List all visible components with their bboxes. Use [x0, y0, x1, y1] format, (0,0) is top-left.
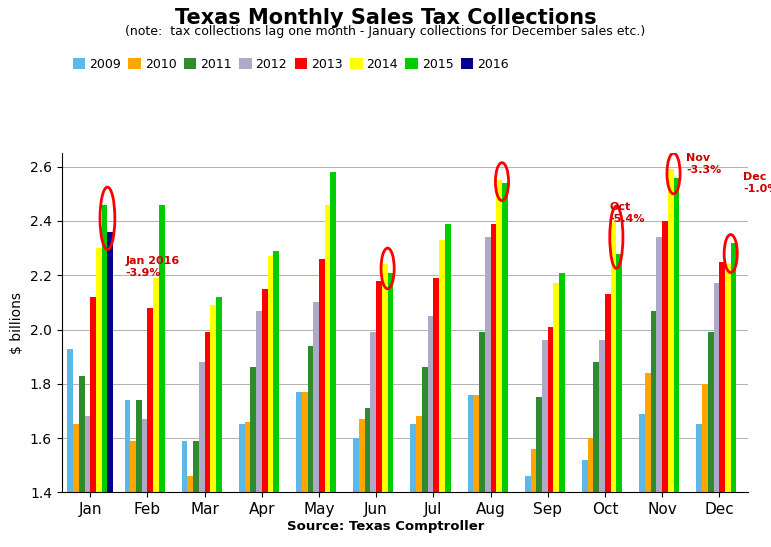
- Bar: [296, 392, 302, 547]
- Bar: [490, 224, 497, 547]
- Bar: [708, 332, 714, 547]
- Bar: [102, 205, 107, 547]
- Bar: [308, 346, 313, 547]
- Bar: [319, 259, 325, 547]
- Bar: [611, 221, 616, 547]
- Bar: [153, 278, 159, 547]
- Bar: [353, 438, 359, 547]
- Bar: [485, 237, 490, 547]
- Bar: [256, 311, 262, 547]
- Bar: [439, 240, 445, 547]
- Bar: [582, 459, 588, 547]
- Bar: [73, 424, 79, 547]
- Bar: [376, 281, 382, 547]
- Bar: [433, 278, 439, 547]
- Y-axis label: $ billions: $ billions: [10, 292, 24, 354]
- Bar: [639, 414, 645, 547]
- Bar: [537, 397, 542, 547]
- Bar: [542, 340, 547, 547]
- Bar: [388, 272, 393, 547]
- Bar: [130, 441, 136, 547]
- Bar: [359, 419, 365, 547]
- Bar: [554, 283, 559, 547]
- Bar: [325, 205, 331, 547]
- Bar: [559, 272, 565, 547]
- Bar: [713, 283, 719, 547]
- Bar: [696, 424, 702, 547]
- Text: (note:  tax collections lag one month - January collections for December sales e: (note: tax collections lag one month - J…: [126, 25, 645, 38]
- Bar: [468, 394, 473, 547]
- Bar: [194, 441, 199, 547]
- Bar: [90, 297, 96, 547]
- Bar: [125, 400, 130, 547]
- Text: Oct
-5.4%: Oct -5.4%: [610, 202, 645, 224]
- Bar: [239, 424, 244, 547]
- Bar: [445, 224, 450, 547]
- Bar: [96, 248, 102, 547]
- Bar: [731, 243, 736, 547]
- Text: Jan 2016
-3.9%: Jan 2016 -3.9%: [126, 256, 180, 278]
- Bar: [136, 400, 142, 547]
- Bar: [473, 394, 479, 547]
- Bar: [187, 476, 194, 547]
- Bar: [547, 327, 554, 547]
- Bar: [142, 419, 147, 547]
- Bar: [382, 264, 388, 547]
- Bar: [605, 294, 611, 547]
- Bar: [199, 362, 204, 547]
- Bar: [313, 302, 319, 547]
- Bar: [210, 305, 216, 547]
- Bar: [599, 340, 605, 547]
- Bar: [662, 221, 668, 547]
- Bar: [645, 373, 651, 547]
- Bar: [85, 416, 90, 547]
- Bar: [251, 368, 256, 547]
- Bar: [107, 232, 113, 547]
- Bar: [422, 368, 428, 547]
- Bar: [416, 416, 422, 547]
- Bar: [331, 172, 336, 547]
- Bar: [702, 384, 708, 547]
- Bar: [588, 438, 594, 547]
- Bar: [182, 441, 187, 547]
- Bar: [525, 476, 530, 547]
- Bar: [268, 256, 273, 547]
- Bar: [719, 261, 725, 547]
- Text: Texas Monthly Sales Tax Collections: Texas Monthly Sales Tax Collections: [175, 8, 596, 28]
- Bar: [674, 178, 679, 547]
- Bar: [410, 424, 416, 547]
- Legend: 2009, 2010, 2011, 2012, 2013, 2014, 2015, 2016: 2009, 2010, 2011, 2012, 2013, 2014, 2015…: [68, 53, 513, 75]
- Bar: [497, 181, 502, 547]
- Bar: [147, 308, 153, 547]
- Bar: [79, 376, 85, 547]
- Bar: [244, 422, 251, 547]
- Bar: [204, 332, 210, 547]
- Bar: [616, 254, 622, 547]
- Bar: [651, 311, 656, 547]
- Bar: [365, 408, 370, 547]
- Bar: [262, 289, 268, 547]
- Bar: [479, 332, 485, 547]
- Bar: [594, 362, 599, 547]
- Text: Source: Texas Comptroller: Source: Texas Comptroller: [287, 520, 484, 533]
- Bar: [530, 449, 537, 547]
- Bar: [159, 205, 164, 547]
- Bar: [273, 251, 279, 547]
- Bar: [216, 297, 222, 547]
- Bar: [502, 183, 507, 547]
- Text: Dec
-1.0%: Dec -1.0%: [743, 172, 771, 194]
- Bar: [67, 348, 73, 547]
- Text: Nov
-3.3%: Nov -3.3%: [686, 153, 722, 174]
- Bar: [668, 170, 674, 547]
- Bar: [371, 332, 376, 547]
- Bar: [725, 264, 731, 547]
- Bar: [428, 316, 433, 547]
- Bar: [656, 237, 662, 547]
- Bar: [302, 392, 308, 547]
